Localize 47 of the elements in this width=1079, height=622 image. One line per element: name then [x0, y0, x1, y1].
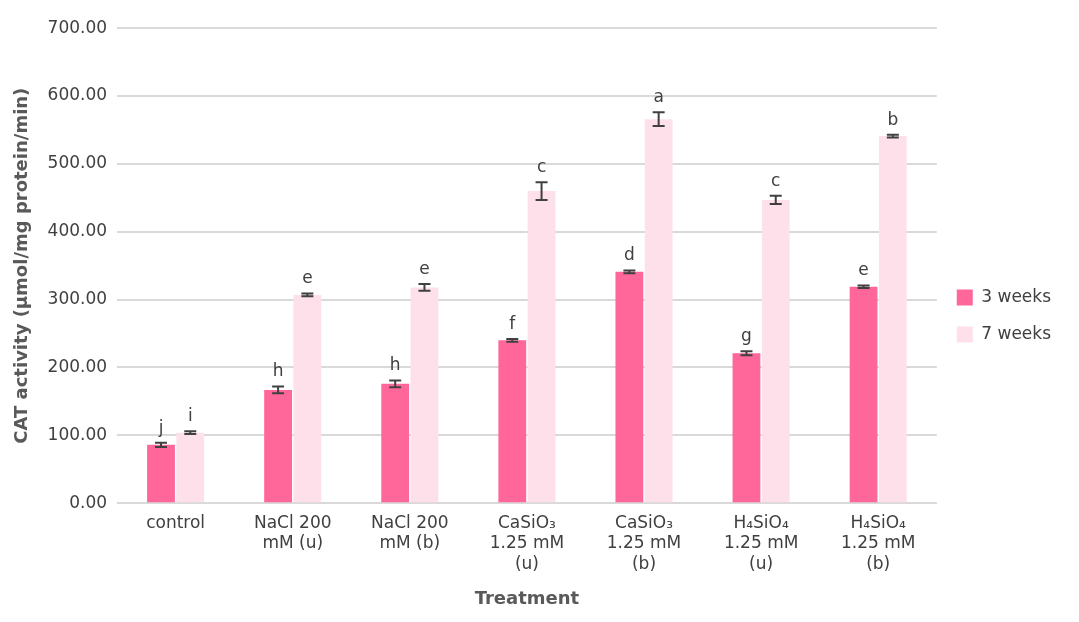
bar — [176, 432, 205, 503]
bar — [878, 136, 907, 503]
y-tick-label: 300.00 — [47, 288, 108, 309]
y-axis-title: CAT activity (µmol/mg protein/min) — [10, 87, 32, 444]
bar — [293, 294, 322, 503]
annotation: j — [157, 416, 164, 437]
annotation: h — [272, 360, 284, 381]
annotation: g — [741, 325, 752, 346]
y-tick-label: 500.00 — [47, 152, 108, 173]
bar — [732, 353, 761, 503]
bar — [410, 287, 439, 503]
annotation: c — [771, 169, 781, 190]
y-tick-label: 100.00 — [47, 423, 108, 444]
x-tick-label: H₄SiO₄ 1.25 mM (b) — [840, 511, 916, 573]
y-tick-label: 0.00 — [69, 491, 108, 512]
y-tick-label: 400.00 — [47, 220, 108, 241]
annotation: d — [623, 244, 635, 265]
x-tick-label: CaSiO₃ 1.25 mM (u) — [489, 511, 565, 573]
bar — [498, 340, 527, 503]
x-tick-label: control — [146, 511, 206, 532]
bar — [615, 271, 644, 503]
bar — [644, 119, 673, 503]
x-tick-label: NaCl 200 mM (u) — [253, 511, 332, 553]
annotation: e — [419, 257, 430, 278]
x-tick-label: H₄SiO₄ 1.25 mM (u) — [723, 511, 799, 573]
x-tick-label: NaCl 200 mM (b) — [371, 511, 449, 553]
y-tick-label: 200.00 — [47, 355, 108, 376]
legend-label: 7 weeks — [981, 322, 1052, 343]
legend-label: 3 weeks — [981, 285, 1052, 306]
annotation: a — [653, 86, 664, 107]
annotation: e — [858, 259, 869, 280]
annotation: c — [536, 156, 547, 177]
bar — [527, 191, 556, 503]
annotation: b — [887, 108, 899, 129]
x-tick-label: CaSiO₃ 1.25 mM (b) — [606, 511, 682, 573]
bar — [264, 389, 292, 503]
y-tick-label: 600.00 — [47, 84, 108, 105]
bar — [147, 444, 175, 503]
bar — [381, 383, 410, 503]
y-tick-label: 700.00 — [47, 16, 108, 37]
annotation: h — [389, 354, 401, 375]
annotation: e — [302, 267, 313, 288]
annotation: f — [509, 312, 517, 333]
x-axis-title: Treatment — [474, 586, 580, 608]
bar — [761, 199, 790, 503]
annotation: i — [187, 405, 193, 426]
bar — [849, 286, 878, 503]
